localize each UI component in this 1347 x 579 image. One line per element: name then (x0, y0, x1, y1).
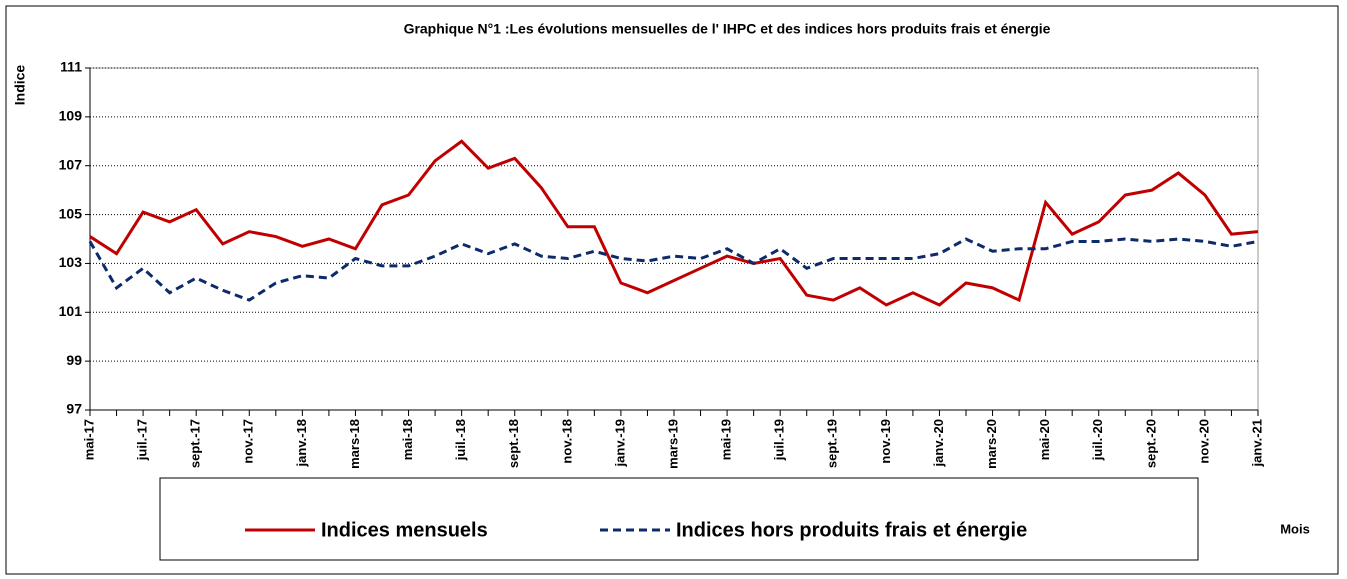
x-tick-label: sept.-19 (825, 419, 840, 468)
y-tick-label: 97 (66, 401, 82, 417)
x-tick-label: juil.-20 (1090, 419, 1105, 461)
x-tick-label: nov.-18 (559, 419, 574, 464)
x-axis-label: Mois (1280, 521, 1310, 536)
y-tick-label: 101 (59, 303, 83, 319)
x-tick-label: nov.-20 (1196, 419, 1211, 464)
x-tick-label: mai-17 (81, 419, 96, 460)
x-tick-label: juil.-18 (453, 419, 468, 461)
y-tick-label: 105 (59, 205, 83, 221)
y-tick-label: 107 (59, 156, 83, 172)
x-tick-label: nov.-19 (878, 419, 893, 464)
x-tick-label: mars-19 (665, 419, 680, 469)
legend-label: Indices hors produits frais et énergie (676, 519, 1027, 541)
series-line (89, 139, 1259, 307)
x-tick-label: janv.-18 (294, 419, 309, 467)
y-tick-label: 103 (59, 254, 83, 270)
x-tick-label: juil.-19 (772, 419, 787, 461)
y-tick-label: 99 (66, 352, 82, 368)
x-tick-label: mai-20 (1037, 419, 1052, 460)
x-tick-label: mars-18 (347, 419, 362, 469)
x-tick-label: janv.-21 (1249, 419, 1264, 467)
x-tick-label: sept.-17 (188, 419, 203, 468)
legend-label: Indices mensuels (321, 519, 488, 541)
x-tick-label: juil.-17 (135, 419, 150, 461)
y-axis-label: Indice (12, 65, 28, 106)
x-tick-label: sept.-18 (506, 419, 521, 468)
y-tick-label: 109 (59, 108, 83, 124)
x-tick-label: janv.-20 (931, 419, 946, 467)
legend-box (159, 477, 1199, 561)
x-tick-label: mars-20 (984, 419, 999, 469)
x-tick-label: mai-18 (400, 419, 415, 460)
y-tick-label: 111 (60, 59, 82, 75)
x-tick-label: janv.-19 (612, 419, 627, 467)
x-tick-label: mai-19 (719, 419, 734, 460)
chart-title: Graphique N°1 :Les évolutions mensuelles… (404, 21, 1051, 37)
x-tick-label: nov.-17 (241, 419, 256, 464)
x-tick-label: sept.-20 (1143, 419, 1158, 468)
series-line (88, 237, 1259, 302)
